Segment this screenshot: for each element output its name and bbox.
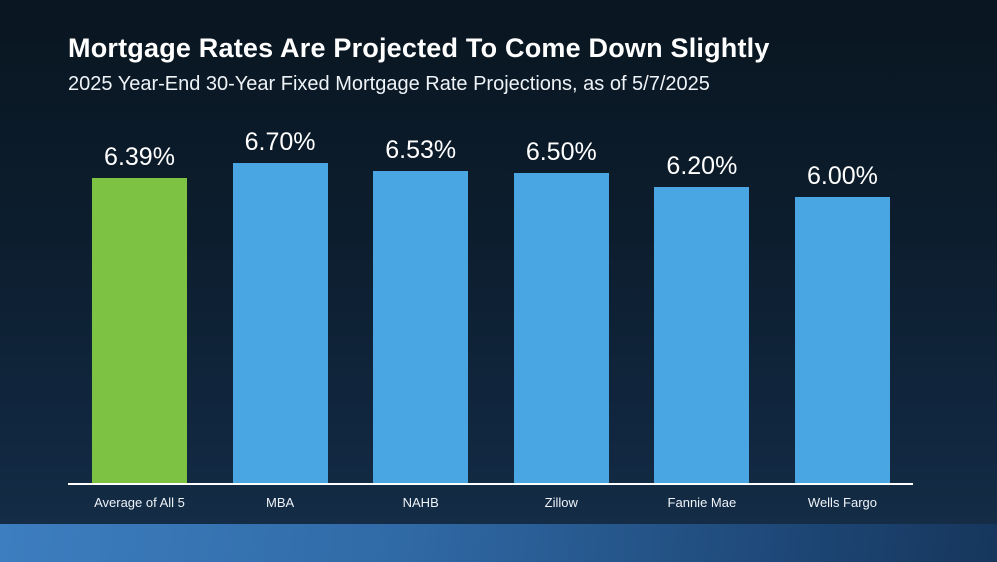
x-axis-baseline — [68, 483, 913, 485]
bar-zillow — [513, 173, 609, 484]
bars-plot-area: 6.39% 6.70% 6.53% 6.50% 6.20% 6.00% — [92, 0, 890, 484]
bar-fannie-mae — [654, 187, 750, 484]
footer-gradient-strip — [0, 524, 997, 562]
category-label-nahb: NAHB — [402, 495, 439, 510]
bar-average-of-all-5 — [92, 178, 187, 484]
category-label-wells-fargo: Wells Fargo — [807, 495, 878, 510]
category-label-average-of-all-5: Average of All 5 — [94, 495, 185, 510]
bar-value-label: 6.50% — [525, 137, 597, 166]
category-label-zillow: Zillow — [544, 495, 578, 510]
bar-column-fannie-mae: 6.20% — [654, 151, 750, 484]
bar-column-nahb: 6.53% — [373, 135, 469, 484]
bar-value-label: 6.20% — [666, 151, 738, 180]
chart-subtitle: 2025 Year-End 30-Year Fixed Mortgage Rat… — [68, 73, 710, 95]
bar-value-label: 6.00% — [807, 161, 878, 190]
bar-value-label: 6.39% — [104, 142, 175, 171]
chart-title: Mortgage Rates Are Projected To Come Dow… — [68, 33, 770, 63]
bar-column-zillow: 6.50% — [513, 137, 609, 484]
category-label-fannie-mae: Fannie Mae — [667, 495, 737, 510]
bar-wells-fargo — [794, 197, 890, 484]
bar-nahb — [373, 171, 469, 484]
bar-column-average-of-all-5: 6.39% — [92, 142, 187, 484]
category-label-mba: MBA — [266, 495, 295, 510]
bar-value-label: 6.70% — [244, 127, 316, 156]
x-axis-labels: Average of All 5 MBA NAHB Zillow Fannie Mae W… — [92, 495, 890, 510]
bar-value-label: 6.53% — [385, 135, 457, 164]
bar-column-wells-fargo: 6.00% — [794, 161, 890, 484]
bar-column-mba: 6.70% — [232, 127, 328, 484]
bar-mba — [232, 163, 328, 484]
